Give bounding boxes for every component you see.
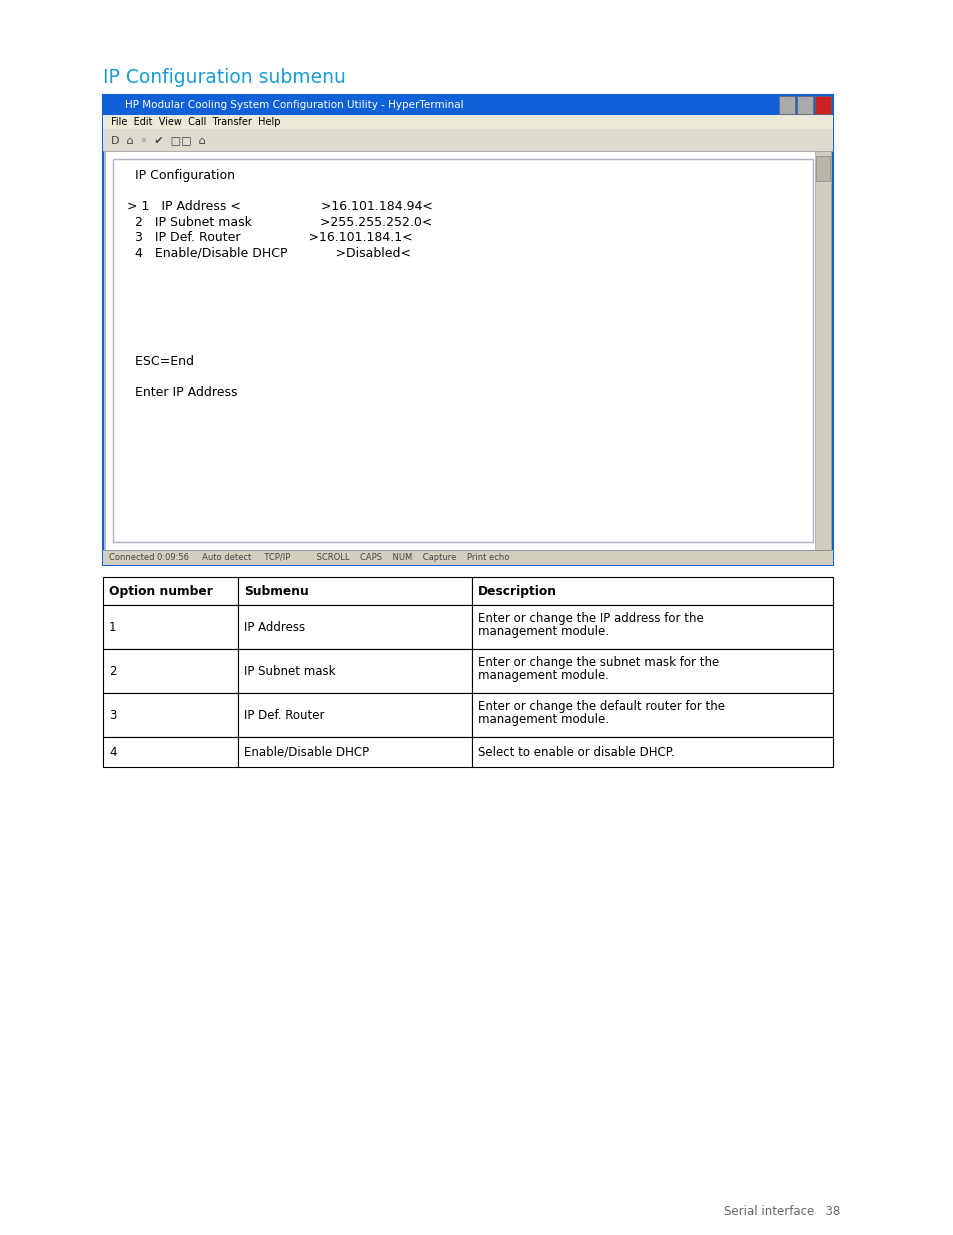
Bar <box>103 577 238 605</box>
Bar <box>779 96 794 114</box>
Bar <box>238 577 471 605</box>
Text: File  Edit  View  Call  Transfer  Help: File Edit View Call Transfer Help <box>111 117 280 127</box>
Text: 2: 2 <box>109 664 116 678</box>
Text: Enter or change the default router for the: Enter or change the default router for t… <box>477 700 724 713</box>
Bar <box>103 693 238 737</box>
Text: Select to enable or disable DHCP.: Select to enable or disable DHCP. <box>477 746 674 758</box>
Text: HP Modular Cooling System Configuration Utility - HyperTerminal: HP Modular Cooling System Configuration … <box>125 100 463 110</box>
Text: 2   IP Subnet mask                 >255.255.252.0<: 2 IP Subnet mask >255.255.252.0< <box>127 215 432 228</box>
Bar <box>471 650 832 693</box>
Text: IP Configuration submenu: IP Configuration submenu <box>103 68 346 86</box>
Text: ESC=End: ESC=End <box>127 354 193 368</box>
Text: management module.: management module. <box>477 625 608 638</box>
Bar <box>112 159 812 542</box>
Bar <box>238 693 471 737</box>
Bar <box>815 156 829 182</box>
Text: 4   Enable/Disable DHCP            >Disabled<: 4 Enable/Disable DHCP >Disabled< <box>127 247 411 259</box>
Text: D  ⌂  ◦  ✔  □□  ⌂: D ⌂ ◦ ✔ □□ ⌂ <box>111 135 206 144</box>
Bar <box>796 96 812 114</box>
Text: > 1   IP Address <                    >16.101.184.94<: > 1 IP Address < >16.101.184.94< <box>127 200 433 212</box>
Text: 4: 4 <box>109 746 116 758</box>
Bar <box>471 737 832 767</box>
Bar <box>471 693 832 737</box>
Text: Connected 0:09:56     Auto detect     TCP/IP          SCROLL    CAPS    NUM    C: Connected 0:09:56 Auto detect TCP/IP SCR… <box>109 553 509 562</box>
Text: IP Def. Router: IP Def. Router <box>244 709 324 721</box>
Bar <box>238 650 471 693</box>
Text: Enter or change the subnet mask for the: Enter or change the subnet mask for the <box>477 656 719 669</box>
Text: IP Configuration: IP Configuration <box>127 169 234 182</box>
Bar <box>103 115 832 128</box>
Bar <box>105 151 814 550</box>
Bar <box>103 605 238 650</box>
Text: management module.: management module. <box>477 713 608 726</box>
Text: Enter or change the IP address for the: Enter or change the IP address for the <box>477 613 702 625</box>
Bar <box>103 95 832 115</box>
Bar <box>471 605 832 650</box>
Text: IP Subnet mask: IP Subnet mask <box>244 664 335 678</box>
Text: Description: Description <box>477 584 556 598</box>
Bar <box>814 151 830 550</box>
Bar <box>814 96 830 114</box>
Text: Submenu: Submenu <box>244 584 309 598</box>
Text: 3: 3 <box>109 709 116 721</box>
Text: Option number: Option number <box>109 584 213 598</box>
Bar <box>238 605 471 650</box>
Text: Serial interface   38: Serial interface 38 <box>723 1205 840 1218</box>
Text: 1: 1 <box>109 620 116 634</box>
Text: Enable/Disable DHCP: Enable/Disable DHCP <box>244 746 369 758</box>
Bar <box>103 550 832 564</box>
Text: 3   IP Def. Router                 >16.101.184.1<: 3 IP Def. Router >16.101.184.1< <box>127 231 413 245</box>
Bar <box>471 577 832 605</box>
Text: management module.: management module. <box>477 669 608 682</box>
Text: IP Address: IP Address <box>244 620 305 634</box>
Bar <box>103 737 238 767</box>
Bar <box>103 128 832 151</box>
Bar <box>103 95 832 564</box>
Bar <box>238 737 471 767</box>
Text: Enter IP Address: Enter IP Address <box>127 387 237 399</box>
Bar <box>103 650 238 693</box>
